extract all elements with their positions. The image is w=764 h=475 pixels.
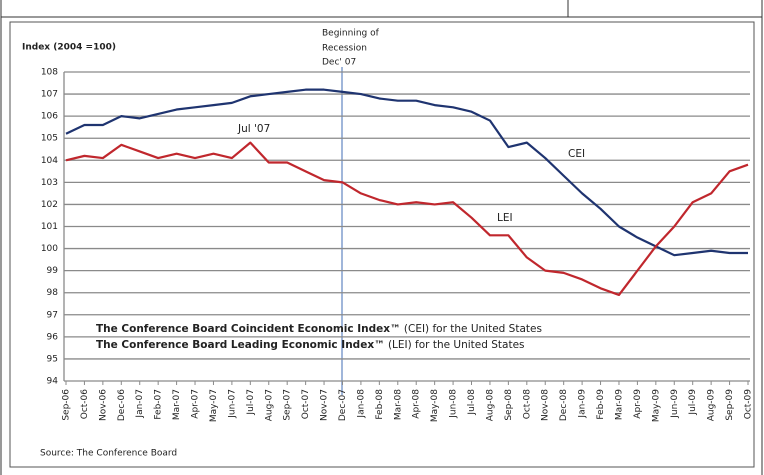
x-tick-label: Sep-06 (62, 389, 72, 421)
x-tick-label: Mar-09 (614, 389, 624, 420)
note: The Conference Board Leading Economic In… (96, 339, 525, 351)
annotation: CEI (568, 148, 585, 160)
y-tick-label: 100 (41, 244, 58, 254)
x-tick-label: Jun-08 (449, 389, 459, 419)
y-tick-label: 107 (41, 90, 58, 100)
x-tick-label: Dec-07 (338, 389, 348, 421)
x-tick-label: Apr-08 (412, 389, 422, 419)
x-tick-label: Sep-07 (283, 389, 293, 421)
x-tick-label: Apr-07 (191, 389, 201, 419)
source: Source: The Conference Board (40, 449, 177, 459)
x-tick-label: Aug-09 (707, 389, 717, 422)
x-tick-label: Jul-07 (246, 389, 256, 416)
y-tick-label: 102 (41, 200, 58, 210)
x-tick-label: Jan-07 (135, 389, 145, 419)
note-text: (CEI) for the United States (401, 323, 542, 335)
note: The Conference Board Coincident Economic… (96, 323, 542, 335)
recession-label: Beginning of (322, 29, 380, 39)
x-tick-label: May-07 (209, 389, 219, 422)
y-tick-label: 105 (41, 134, 58, 144)
y-tick-label: 101 (41, 222, 58, 232)
x-tick-label: May-09 (651, 389, 661, 422)
x-tick-label: Sep-08 (504, 389, 514, 421)
x-tick-label: Nov-08 (541, 389, 551, 421)
x-tick-label: Dec-06 (117, 389, 127, 421)
series-line (65, 141, 749, 297)
x-tick-label: Nov-06 (98, 389, 108, 421)
recession-label: Recession (322, 44, 367, 54)
x-tick-label: Aug-07 (264, 389, 274, 421)
y-tick-label: 99 (47, 266, 59, 276)
note-text: (LEI) for the United States (385, 339, 525, 351)
x-tick-label: Oct-08 (522, 389, 532, 420)
note-bold: The Conference Board Coincident Economic… (96, 323, 401, 335)
x-tick-label: Aug-08 (485, 389, 495, 422)
y-tick-label: 97 (47, 310, 58, 320)
x-tick-label: Jun-07 (227, 389, 237, 419)
note-bold: The Conference Board Leading Economic In… (96, 339, 385, 351)
y-axis-label: Index (2004 =100) (22, 43, 116, 53)
x-tick-label: Oct-06 (80, 389, 90, 420)
x-tick-label: Jan-08 (356, 389, 366, 419)
y-tick-label: 94 (47, 377, 59, 387)
y-tick-label: 96 (47, 332, 59, 342)
annotation: Jul '07 (237, 123, 270, 135)
x-tick-label: Mar-07 (172, 389, 182, 420)
x-tick-label: Oct-07 (301, 389, 311, 419)
x-tick-label: Sep-09 (725, 389, 735, 421)
x-tick-label: Jun-09 (670, 389, 680, 419)
y-tick-label: 103 (41, 178, 58, 188)
series-line (65, 88, 748, 257)
x-tick-label: Jul-09 (688, 389, 698, 416)
x-tick-label: Feb-07 (154, 389, 164, 420)
x-tick-label: Mar-08 (393, 389, 403, 420)
annotation: LEI (497, 212, 513, 224)
x-tick-label: Dec-08 (559, 389, 569, 421)
x-tick-label: Feb-09 (596, 389, 606, 420)
x-tick-label: Apr-09 (633, 389, 643, 419)
x-tick-label: Feb-08 (375, 389, 385, 420)
x-tick-label: Oct-09 (744, 389, 754, 420)
x-tick-label: Jul-08 (467, 389, 477, 416)
y-tick-label: 104 (41, 156, 58, 166)
y-tick-label: 95 (47, 354, 58, 364)
x-tick-label: Jan-09 (578, 389, 588, 419)
y-tick-label: 98 (47, 288, 59, 298)
y-tick-label: 106 (41, 112, 58, 122)
x-tick-label: May-08 (430, 389, 440, 422)
y-tick-label: 108 (41, 68, 58, 78)
x-tick-label: Nov-07 (320, 389, 330, 421)
recession-label: Dec' 07 (322, 58, 356, 68)
